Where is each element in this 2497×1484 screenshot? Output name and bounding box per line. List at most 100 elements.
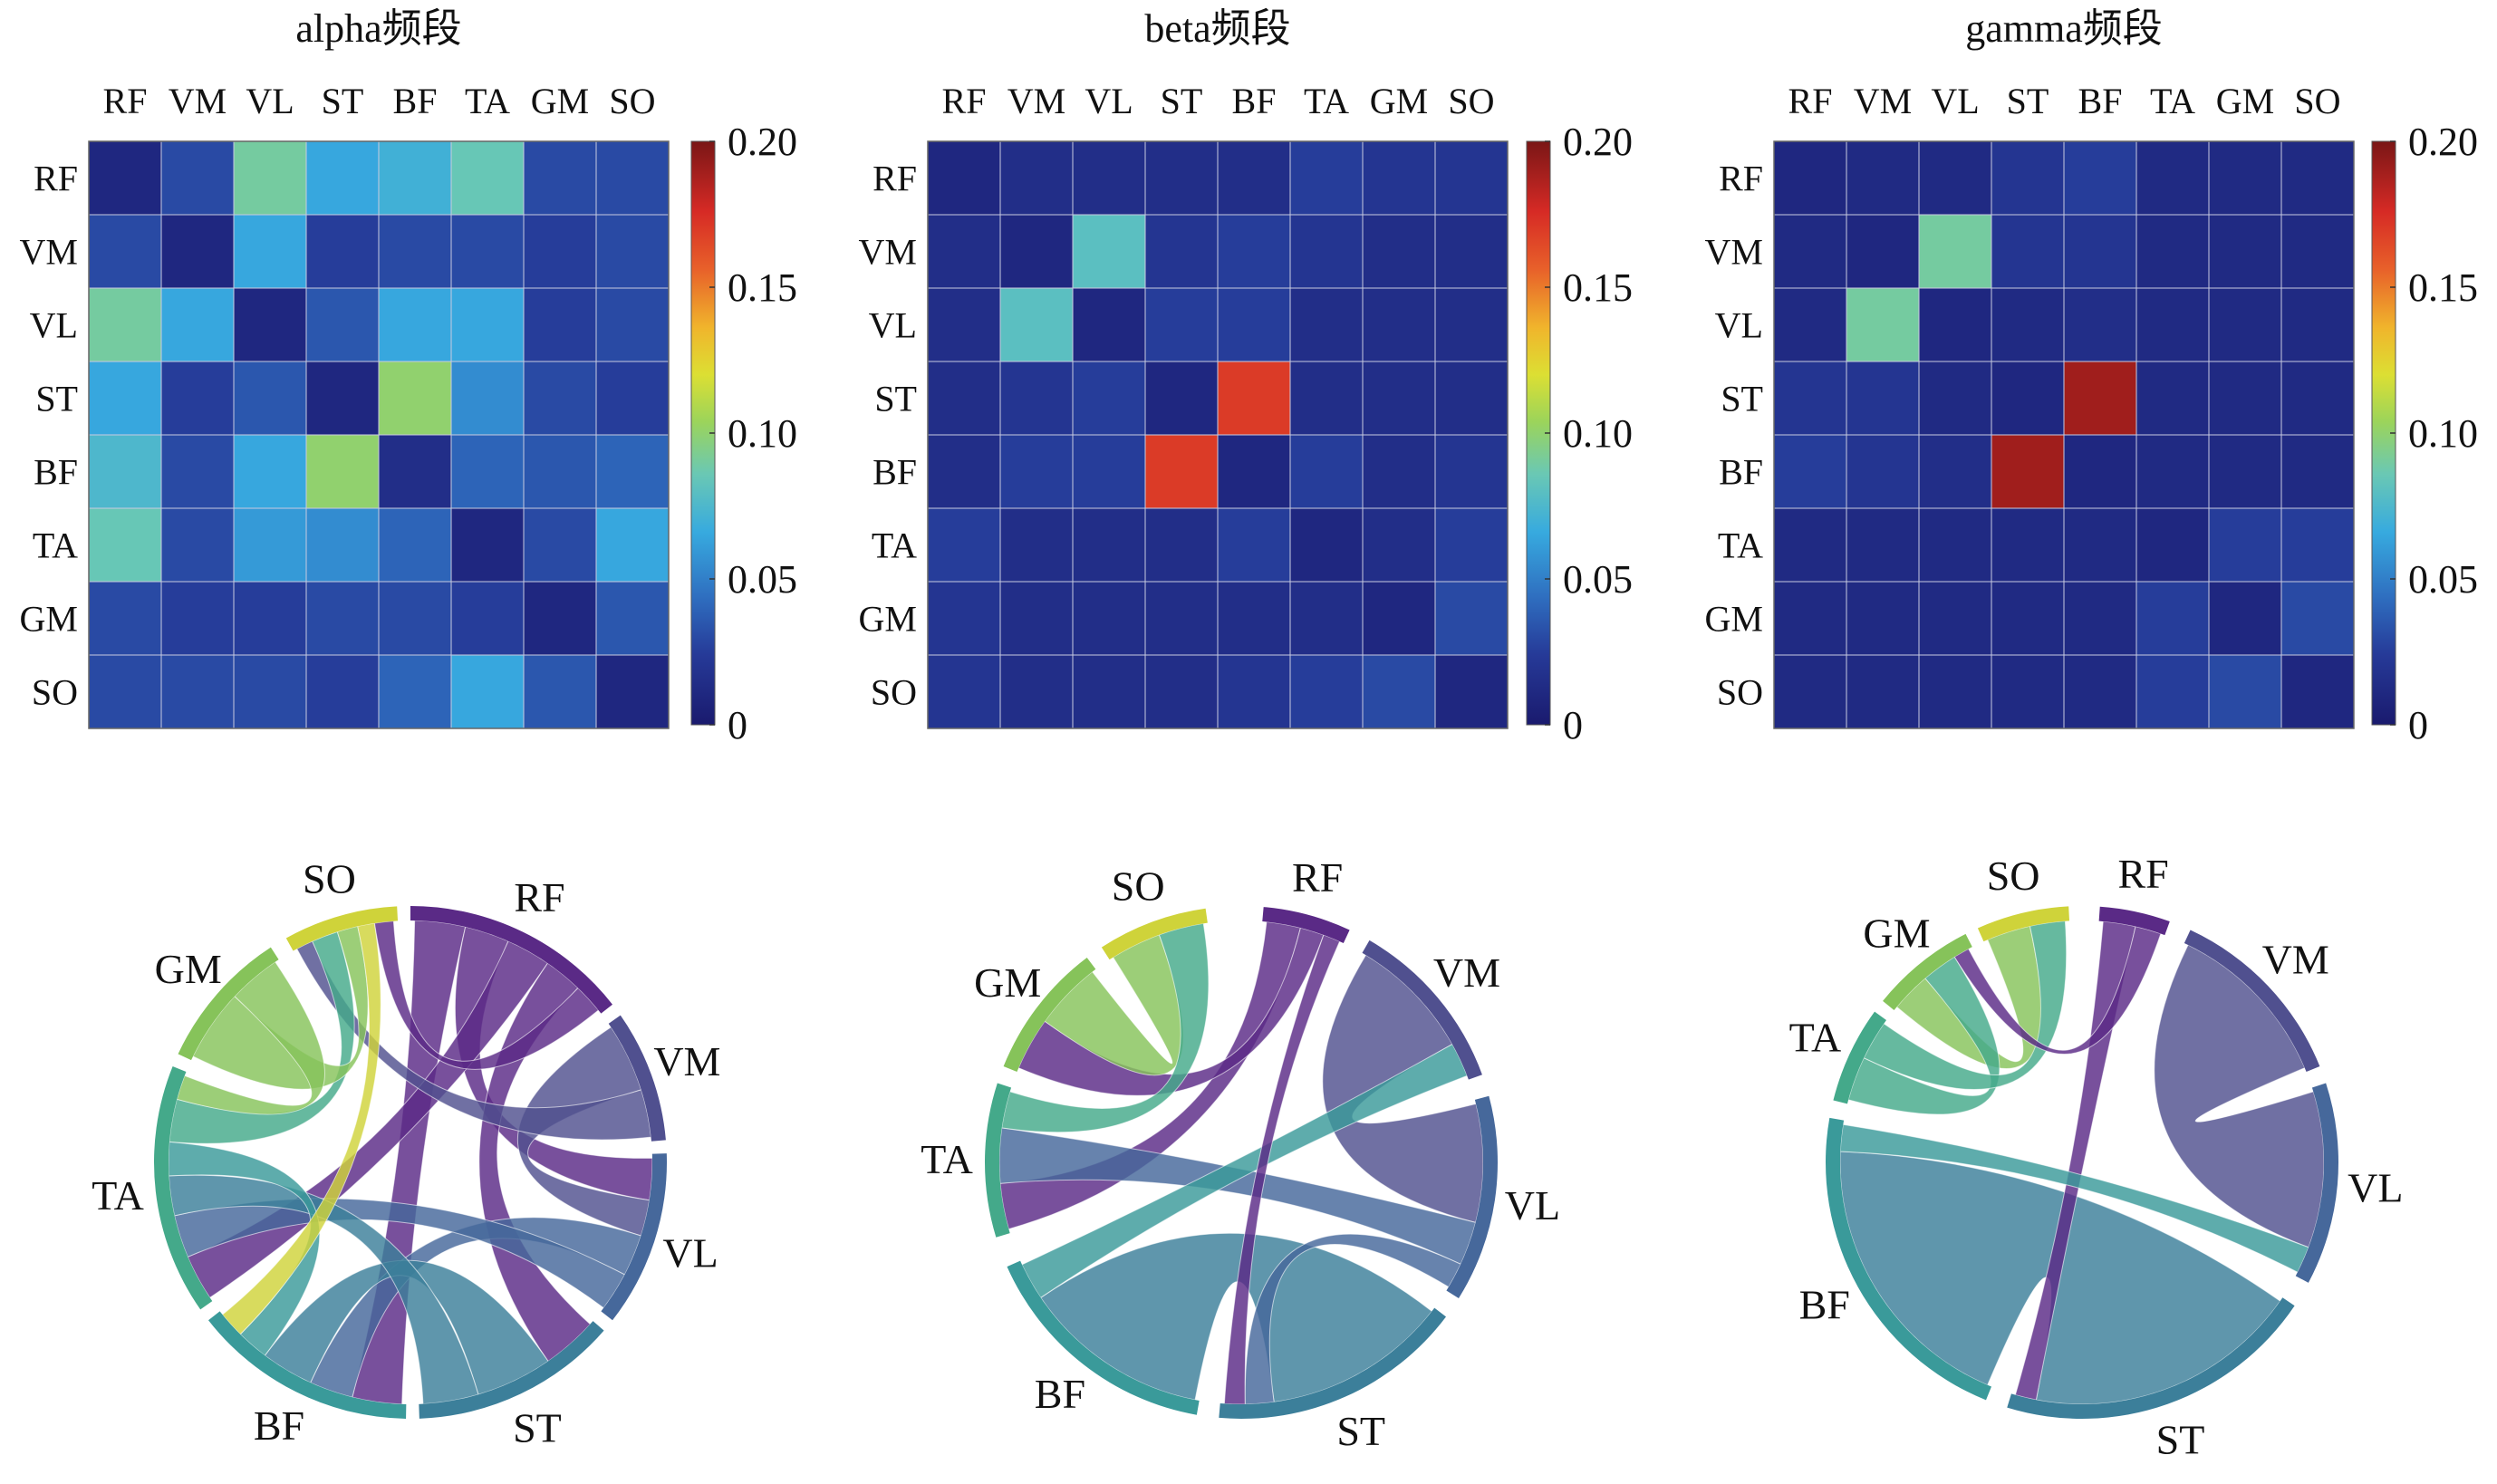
heatmap-cell-RF-VM [999, 140, 1074, 216]
heatmap-col-label: VM [1007, 81, 1065, 121]
heatmap-cell-TA-ST [1991, 507, 2065, 583]
heatmap-cell-SO-ST [1144, 654, 1219, 729]
heatmap-cell-VL-SO [2280, 287, 2355, 362]
heatmap-cell-VM-TA [1289, 214, 1364, 289]
chord-arc-GM [1883, 933, 1972, 1010]
heatmap-cell-VL-RF [927, 287, 1001, 362]
heatmap-row-label: VM [859, 232, 917, 273]
heatmap-cell-RF-BF [378, 140, 452, 216]
heatmap-cell-RF-SO [595, 140, 670, 216]
heatmap-cell-ST-VL [1918, 361, 1992, 436]
chord-arc-BF [207, 1311, 407, 1419]
chord-arc-TA [1833, 1011, 1886, 1104]
heatmap-cell-BF-TA [450, 434, 525, 509]
heatmap-col-label: VL [1085, 81, 1133, 121]
heatmap-cell-RF-ST [1991, 140, 2065, 216]
colorbar-tick-label: 0 [2408, 703, 2428, 747]
heatmap-cell-GM-BF [2063, 581, 2137, 656]
heatmap-title: gamma频段 [1965, 6, 2163, 51]
heatmap-cell-VL-TA [450, 287, 525, 362]
heatmap-cell-VM-GM [1362, 214, 1436, 289]
heatmap-cell-VM-VM [999, 214, 1074, 289]
heatmap-title: beta频段 [1144, 6, 1290, 51]
heatmap-col-label: BF [1232, 81, 1277, 121]
chord-diagram-2: RF VM VL ST BF TA GM SO [921, 854, 1560, 1454]
chord-node-label: GM [974, 959, 1041, 1006]
heatmap-cell-VL-SO [1434, 287, 1509, 362]
chord-node-label: TA [921, 1136, 973, 1182]
heatmap-cell-RF-GM [1362, 140, 1436, 216]
colorbar-tick-label: 0.05 [2408, 557, 2478, 602]
chord-diagram-panels: RF VM VL ST BF TA GM SO RF VM VL ST BF TA GM SO RF VM VL ST… [92, 851, 2403, 1462]
heatmap-row-label: VM [20, 232, 78, 273]
heatmap-col-label: ST [2007, 81, 2049, 121]
heatmap-col-label: BF [2078, 81, 2123, 121]
heatmap-cell-TA-ST [305, 507, 380, 583]
heatmap-cell-VM-ST [1991, 214, 2065, 289]
chord-node-label: BF [1035, 1371, 1085, 1417]
chord-arc-RF [410, 906, 613, 1014]
colorbar-tick-label: 0.05 [728, 557, 797, 602]
heatmap-row-label: RF [873, 159, 917, 199]
heatmap-cell-GM-GM [1362, 581, 1436, 656]
heatmap-cell-RF-VM [160, 140, 235, 216]
heatmap-cell-ST-VM [160, 361, 235, 436]
heatmap-cell-VM-ST [1144, 214, 1219, 289]
heatmap-cell-RF-ST [1144, 140, 1219, 216]
heatmap-row-label: GM [1705, 599, 1763, 640]
heatmap-cell-BF-VM [160, 434, 235, 509]
heatmap-col-label: VM [1854, 81, 1912, 121]
heatmap-cell-SO-VM [160, 654, 235, 729]
heatmap-col-label: RF [103, 81, 148, 121]
heatmap-cell-ST-VL [233, 361, 307, 436]
heatmap-cell-VL-BF [1217, 287, 1291, 362]
heatmap-cell-TA-BF [2063, 507, 2137, 583]
heatmap-cell-TA-SO [2280, 507, 2355, 583]
heatmap-row-label: BF [873, 452, 917, 493]
heatmap-cell-TA-TA [450, 507, 525, 583]
heatmap-cell-SO-GM [2208, 654, 2282, 729]
heatmap-cell-GM-ST [1144, 581, 1219, 656]
chord-arc-VL [2295, 1083, 2338, 1283]
heatmap-cell-VL-ST [305, 287, 380, 362]
heatmap-row-label: SO [871, 672, 917, 713]
heatmap-col-label: ST [1161, 81, 1203, 121]
colorbar-tick-label: 0.20 [1563, 120, 1633, 164]
heatmap-cell-RF-VL [1072, 140, 1146, 216]
heatmap-cell-GM-ST [1991, 581, 2065, 656]
heatmap-cell-VL-RF [1773, 287, 1847, 362]
heatmap-col-label: TA [465, 81, 510, 121]
heatmap-cell-SO-RF [1773, 654, 1847, 729]
heatmap-cell-BF-SO [1434, 434, 1509, 509]
colorbar-tick-label: 0.10 [728, 411, 797, 456]
heatmap-cell-SO-VL [1918, 654, 1992, 729]
heatmap-cell-BF-BF [378, 434, 452, 509]
chord-node-label: VM [653, 1038, 720, 1084]
heatmap-cell-SO-SO [2280, 654, 2355, 729]
chord-arc-TA [154, 1065, 213, 1310]
heatmap-cell-ST-ST [1991, 361, 2065, 436]
heatmap-cell-GM-TA [2135, 581, 2210, 656]
heatmap-cell-VL-ST [1144, 287, 1219, 362]
heatmap-cell-ST-VM [999, 361, 1074, 436]
heatmap-col-label: VL [1931, 81, 1979, 121]
heatmap-cell-GM-GM [523, 581, 597, 656]
heatmap-cell-ST-TA [1289, 361, 1364, 436]
heatmap-cell-SO-TA [2135, 654, 2210, 729]
heatmap-cell-VL-RF [88, 287, 162, 362]
heatmap-row-label: TA [33, 525, 78, 566]
heatmap-row-label: TA [1718, 525, 1763, 566]
heatmap-cell-BF-RF [1773, 434, 1847, 509]
heatmap-cell-GM-TA [450, 581, 525, 656]
chord-arc-RF [1262, 907, 1350, 944]
heatmap-cell-GM-RF [1773, 581, 1847, 656]
heatmap-cell-VL-ST [1991, 287, 2065, 362]
heatmap-cell-VL-GM [523, 287, 597, 362]
chord-arc-GM [178, 947, 279, 1061]
heatmap-cell-BF-VM [999, 434, 1074, 509]
heatmap-row-label: TA [872, 525, 917, 566]
chord-arc-VL [601, 1153, 667, 1321]
heatmap-cell-RF-RF [927, 140, 1001, 216]
colorbar: 0 0.05 0.10 0.15 0.20 [1526, 120, 1633, 747]
heatmap-cell-RF-BF [1217, 140, 1291, 216]
